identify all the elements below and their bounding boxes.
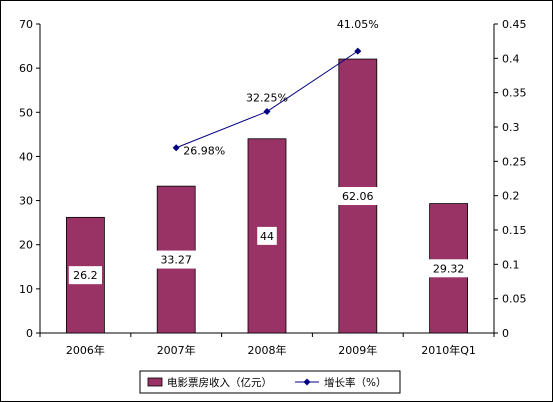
left-tick-label: 70 bbox=[19, 18, 33, 31]
growth-rate-data-label: 26.98% bbox=[183, 145, 225, 158]
bar-data-label-box bbox=[156, 250, 197, 269]
right-tick-label: 0.3 bbox=[502, 121, 520, 134]
right-tick-label: 0.45 bbox=[502, 18, 527, 31]
right-tick-label: 0.15 bbox=[502, 224, 527, 237]
legend-label-revenue: 电影票房收入（亿元） bbox=[167, 376, 272, 389]
growth-rate-data-label: 41.05% bbox=[337, 18, 379, 31]
left-tick-label: 20 bbox=[19, 239, 33, 252]
bar-data-label-box bbox=[257, 226, 277, 245]
bar-data-label: 26.2 bbox=[73, 269, 98, 282]
right-tick-label: 0.4 bbox=[502, 52, 520, 65]
legend: 电影票房收入（亿元） 增长率（%） bbox=[139, 370, 401, 394]
bar-data-label-box bbox=[428, 259, 469, 278]
growth-rate-data-label: 32.25% bbox=[246, 92, 288, 105]
left-tick-label: 60 bbox=[19, 62, 33, 75]
x-tick-label: 2008年 bbox=[248, 343, 287, 357]
left-tick-label: 40 bbox=[19, 150, 33, 163]
right-tick-label: 0.25 bbox=[502, 155, 527, 168]
growth-rate-point bbox=[354, 47, 362, 55]
left-tick-label: 0 bbox=[26, 327, 33, 340]
bar-data-label: 44 bbox=[260, 230, 274, 243]
bar-data-label: 62.06 bbox=[342, 190, 374, 203]
bar-data-label: 33.27 bbox=[160, 254, 192, 267]
plot-area: 0 10 20 30 40 50 60 70 0 0.05 0.1 0.15 0.2 0.25 0.3 0.3… bbox=[19, 18, 527, 357]
x-tick-label: 2007年 bbox=[157, 343, 196, 357]
bar-data-label-box bbox=[337, 187, 378, 206]
x-tick-label: 2009年 bbox=[338, 343, 377, 357]
right-tick-label: 0.35 bbox=[502, 87, 527, 100]
right-tick-label: 0.05 bbox=[502, 293, 527, 306]
legend-swatch-marker bbox=[303, 378, 311, 386]
legend-label-growth: 增长率（%） bbox=[324, 376, 386, 389]
left-tick-label: 50 bbox=[19, 106, 33, 119]
left-tick-label: 30 bbox=[19, 195, 33, 208]
growth-rate-point bbox=[172, 144, 180, 152]
x-tick-label: 2010年Q1 bbox=[421, 343, 476, 357]
right-tick-label: 0 bbox=[502, 327, 509, 340]
bar-data-label: 29.32 bbox=[433, 262, 465, 275]
legend-box bbox=[139, 370, 401, 394]
x-tick-label: 2006年 bbox=[66, 343, 105, 357]
growth-rate-point bbox=[263, 108, 271, 116]
left-tick-label: 10 bbox=[19, 283, 33, 296]
right-tick-label: 0.2 bbox=[502, 190, 520, 203]
legend-swatch-bar bbox=[147, 377, 163, 387]
right-tick-label: 0.1 bbox=[502, 258, 520, 271]
bar-data-label-box bbox=[68, 266, 102, 285]
